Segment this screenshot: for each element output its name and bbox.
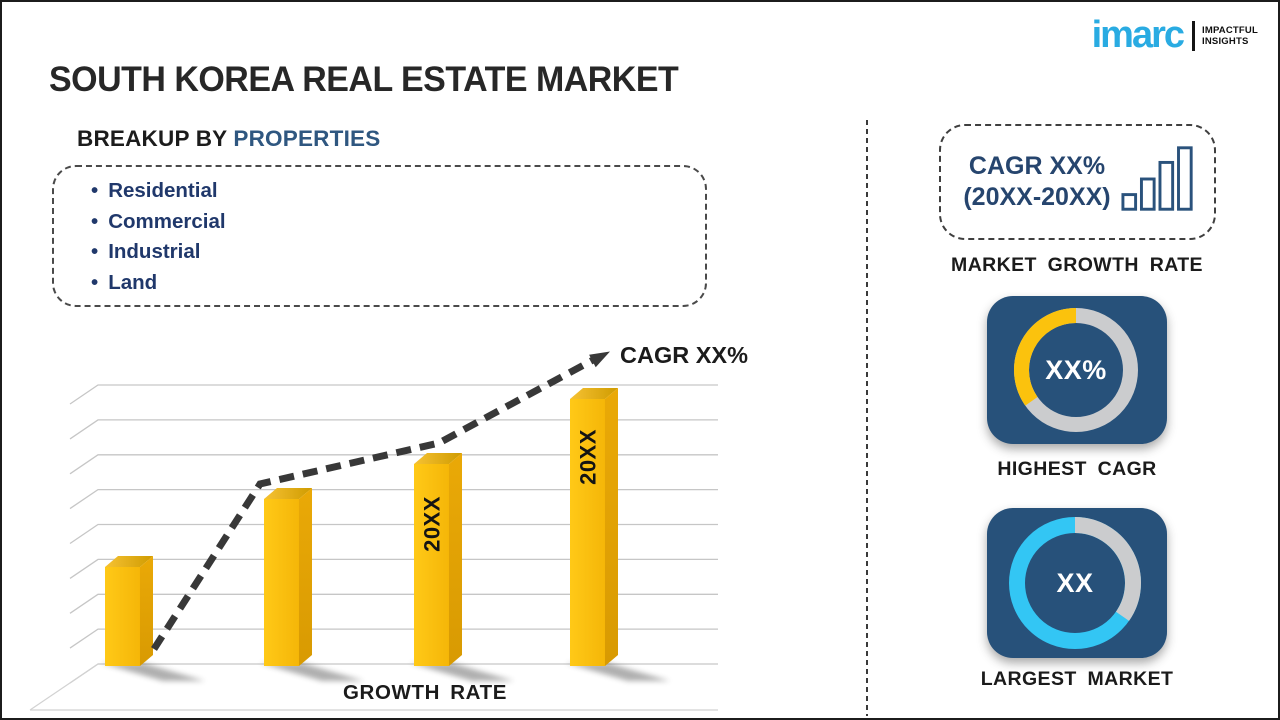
floor-lines xyxy=(29,663,718,711)
donut-center-value: XX xyxy=(1056,568,1093,598)
logo-tagline-line2: INSIGHTS xyxy=(1202,36,1249,47)
highest-cagr-donut: XX% xyxy=(1014,308,1138,432)
market-growth-rate-caption: MARKET GROWTH RATE xyxy=(951,254,1203,276)
cagr-card-line2: (20XX-20XX) xyxy=(963,183,1111,211)
cagr-annotation: CAGR XX% xyxy=(620,342,748,368)
bar-label: 20XX xyxy=(420,496,445,552)
cagr-card-text: CAGR XX% (20XX-20XX) xyxy=(951,151,1123,213)
page-title: SOUTH KOREA REAL ESTATE MARKET xyxy=(49,60,679,99)
bar-4: 20XX xyxy=(570,388,618,666)
highest-cagr-caption: HIGHEST CAGR xyxy=(997,458,1157,480)
bar-shadows xyxy=(101,663,670,681)
largest-market-donut: XX xyxy=(1009,517,1141,649)
largest-market-caption: LARGEST MARKET xyxy=(980,668,1174,690)
breakup-heading: BREAKUP BY PROPERTIES xyxy=(77,126,380,152)
highest-cagr-tile: XX% xyxy=(987,296,1167,444)
breakup-heading-highlight: PROPERTIES xyxy=(233,126,381,151)
logo-tagline-line1: IMPACTFUL xyxy=(1202,25,1258,36)
trend-arrow xyxy=(151,351,610,651)
breakup-box: • Residential • Commercial • Industrial • La… xyxy=(52,165,707,307)
bar-1 xyxy=(105,556,153,666)
growth-bars-icon xyxy=(1121,146,1193,211)
list-item-label: Industrial xyxy=(108,240,201,264)
list-item: • Commercial xyxy=(91,207,705,238)
bullet-icon: • xyxy=(91,179,99,202)
cagr-card: CAGR XX% (20XX-20XX) xyxy=(939,124,1216,240)
bar-2 xyxy=(264,488,312,666)
logo-divider-bar xyxy=(1192,21,1196,51)
breakup-list: • Residential • Commercial • Industrial • La… xyxy=(54,167,705,298)
list-item: • Residential xyxy=(91,176,705,207)
growth-bar-chart: 20XX 20XX CAGR XX% GROWTH RATE xyxy=(29,342,748,711)
gridlines xyxy=(69,384,718,684)
largest-market-tile: XX xyxy=(987,508,1167,658)
cagr-card-line1: CAGR XX% xyxy=(968,152,1106,180)
bar-series: 20XX 20XX xyxy=(105,388,618,666)
bar-3: 20XX xyxy=(414,453,462,666)
section-divider xyxy=(866,120,868,716)
donut-center-value: XX% xyxy=(1045,355,1107,385)
bullet-icon: • xyxy=(91,240,99,264)
bullet-icon: • xyxy=(91,209,99,233)
imarc-wordmark: imarc xyxy=(1091,14,1185,56)
arrowhead-icon xyxy=(589,351,610,368)
list-item: • Land xyxy=(91,268,705,299)
list-item-label: Residential xyxy=(108,179,218,202)
x-axis-label: GROWTH RATE xyxy=(343,681,507,704)
bar-label: 20XX xyxy=(576,429,601,485)
breakup-heading-prefix: BREAKUP BY xyxy=(77,126,234,151)
imarc-logo: imarc IMPACTFUL INSIGHTS xyxy=(1091,14,1258,56)
list-item-label: Land xyxy=(108,270,158,294)
bullet-icon: • xyxy=(91,270,99,294)
logo-tagline: IMPACTFUL INSIGHTS xyxy=(1202,25,1258,47)
list-item: • Industrial xyxy=(91,237,705,268)
list-item-label: Commercial xyxy=(108,209,226,233)
